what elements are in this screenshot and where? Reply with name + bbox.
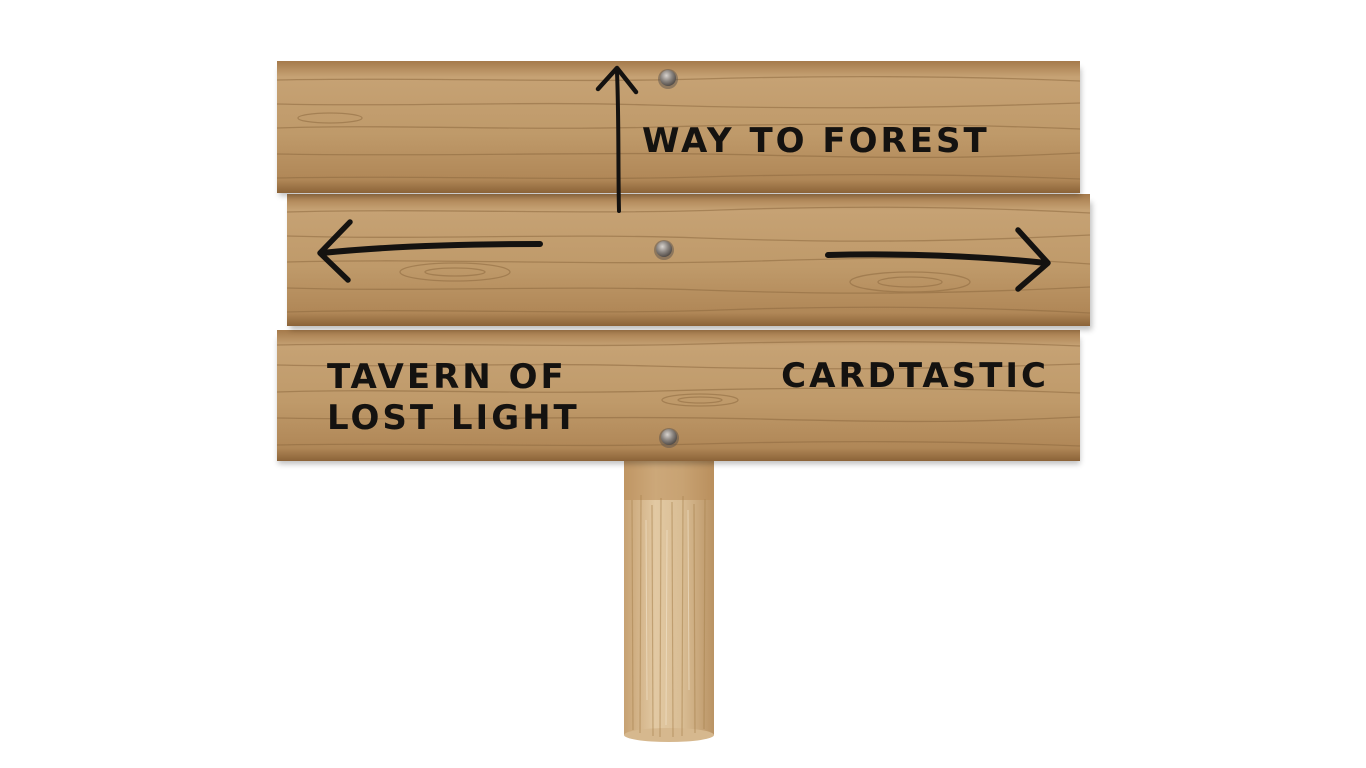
nail-middle	[654, 240, 674, 260]
arrow-right-icon[interactable]	[825, 227, 1051, 292]
nail-icon	[656, 241, 672, 257]
label-way-to-forest[interactable]: WAY TO FOREST	[642, 121, 990, 161]
nail-bottom	[659, 428, 679, 448]
label-tavern-line1[interactable]: TAVERN OF	[327, 357, 567, 397]
nail-icon	[660, 70, 676, 86]
label-cardtastic[interactable]: CARDTASTIC	[781, 356, 1049, 396]
plank-top	[276, 61, 1081, 196]
arrow-left-icon[interactable]	[317, 219, 543, 283]
arrow-up-icon[interactable]	[595, 65, 639, 213]
sign-post	[624, 455, 714, 742]
plank-bottom	[276, 330, 1081, 464]
nail-top	[658, 69, 678, 89]
nail-icon	[661, 429, 677, 445]
label-tavern-line2[interactable]: LOST LIGHT	[327, 398, 580, 438]
plank-middle	[286, 194, 1092, 330]
